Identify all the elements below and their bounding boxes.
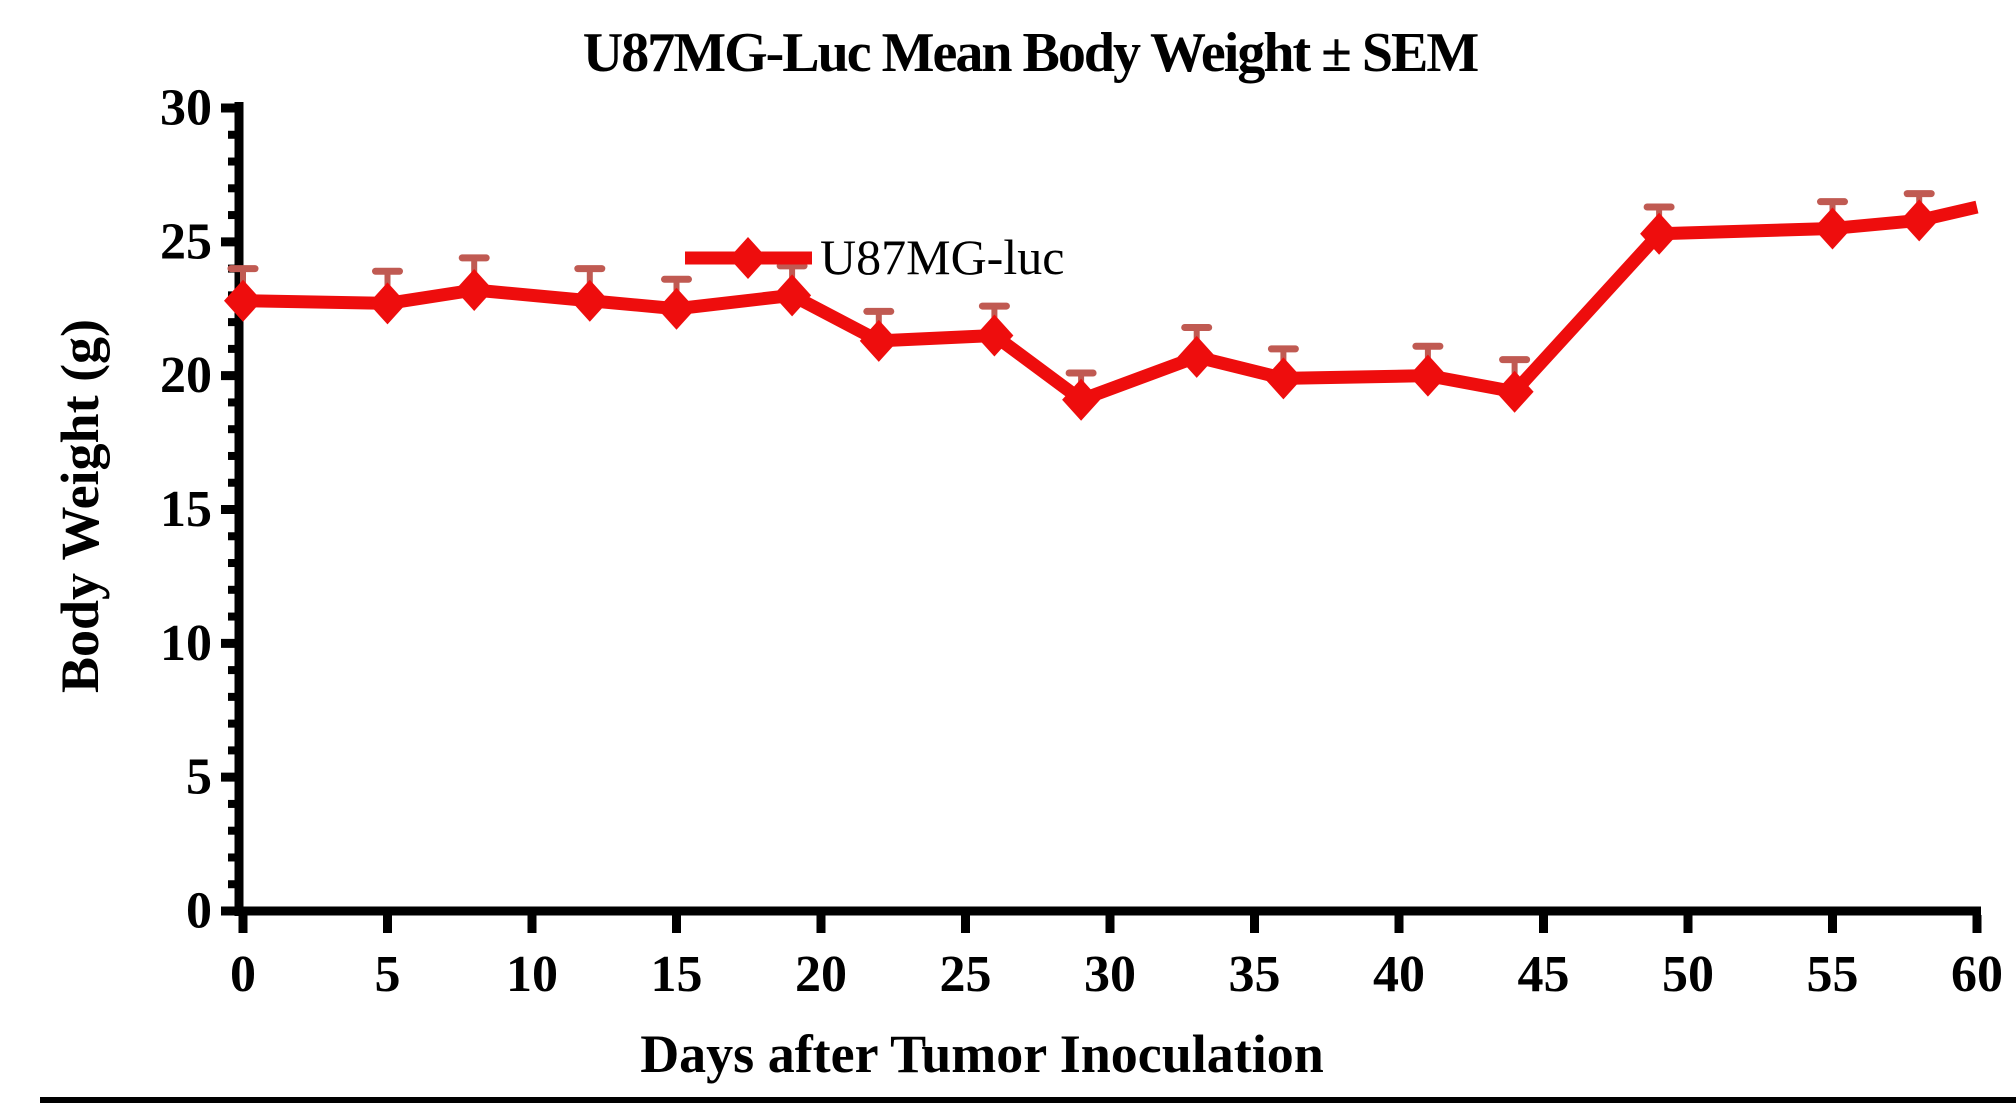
data-point-marker — [975, 314, 1014, 357]
x-tick-label: 25 — [940, 946, 992, 1003]
data-point-marker — [1062, 378, 1101, 421]
x-tick-label: 35 — [1229, 946, 1281, 1003]
data-point-marker — [224, 279, 262, 322]
y-tick-label: 30 — [160, 80, 212, 137]
data-point-marker — [773, 274, 812, 317]
axes-layer: 0 5 10 15 20 25 30 0 5 10 15 20 25 30 35 40 45 50 55 60 — [160, 80, 2003, 1004]
x-tick-label: 30 — [1084, 946, 1136, 1003]
data-point-marker — [570, 279, 609, 322]
legend-label: U87MG-luc — [820, 229, 1064, 285]
data-point-marker — [1177, 335, 1216, 378]
x-tick-label: 5 — [375, 946, 401, 1003]
y-tick-label: 0 — [186, 883, 212, 940]
series-line — [242, 200, 1979, 407]
y-tick-label: 10 — [160, 615, 212, 672]
y-tick-label: 25 — [160, 213, 212, 270]
chart-title: U87MG-Luc Mean Body Weight ± SEM — [583, 22, 1479, 84]
data-point-marker — [368, 282, 407, 325]
data-point-marker — [1264, 357, 1303, 400]
data-point-marker — [657, 287, 696, 330]
data-point-marker — [1495, 370, 1534, 413]
data-series-layer — [224, 190, 1979, 421]
y-axis-title: Body Weight (g) — [50, 319, 110, 693]
x-tick-label: 55 — [1807, 946, 1859, 1003]
data-point-marker — [729, 237, 767, 279]
x-axis-title: Days after Tumor Inoculation — [640, 1024, 1324, 1084]
x-tick-label: 20 — [795, 946, 847, 1003]
x-tick-label: 10 — [506, 946, 558, 1003]
x-tick-label: 15 — [651, 946, 703, 1003]
data-point-marker — [859, 319, 898, 362]
bottom-border-bar — [40, 1097, 2016, 1103]
data-point-marker — [1900, 199, 1939, 242]
y-tick-label: 15 — [160, 481, 212, 538]
chart-canvas: 0 5 10 15 20 25 30 0 5 10 15 20 25 30 35 40 45 50 55 60 U87… — [50, 22, 2003, 1084]
x-tick-label: 60 — [1951, 946, 2003, 1003]
x-tick-label: 0 — [230, 946, 256, 1003]
data-point-marker — [1408, 354, 1447, 397]
body-weight-chart: 0 5 10 15 20 25 30 0 5 10 15 20 25 30 35 40 45 50 55 60 U87… — [40, 16, 2016, 1103]
data-point-marker — [1640, 212, 1679, 255]
data-point-marker — [455, 269, 494, 312]
data-point-marker — [1813, 207, 1852, 250]
x-tick-label: 45 — [1518, 946, 1570, 1003]
x-tick-label: 40 — [1373, 946, 1425, 1003]
y-tick-label: 20 — [160, 347, 212, 404]
x-tick-label: 50 — [1662, 946, 1714, 1003]
y-tick-label: 5 — [186, 749, 212, 806]
